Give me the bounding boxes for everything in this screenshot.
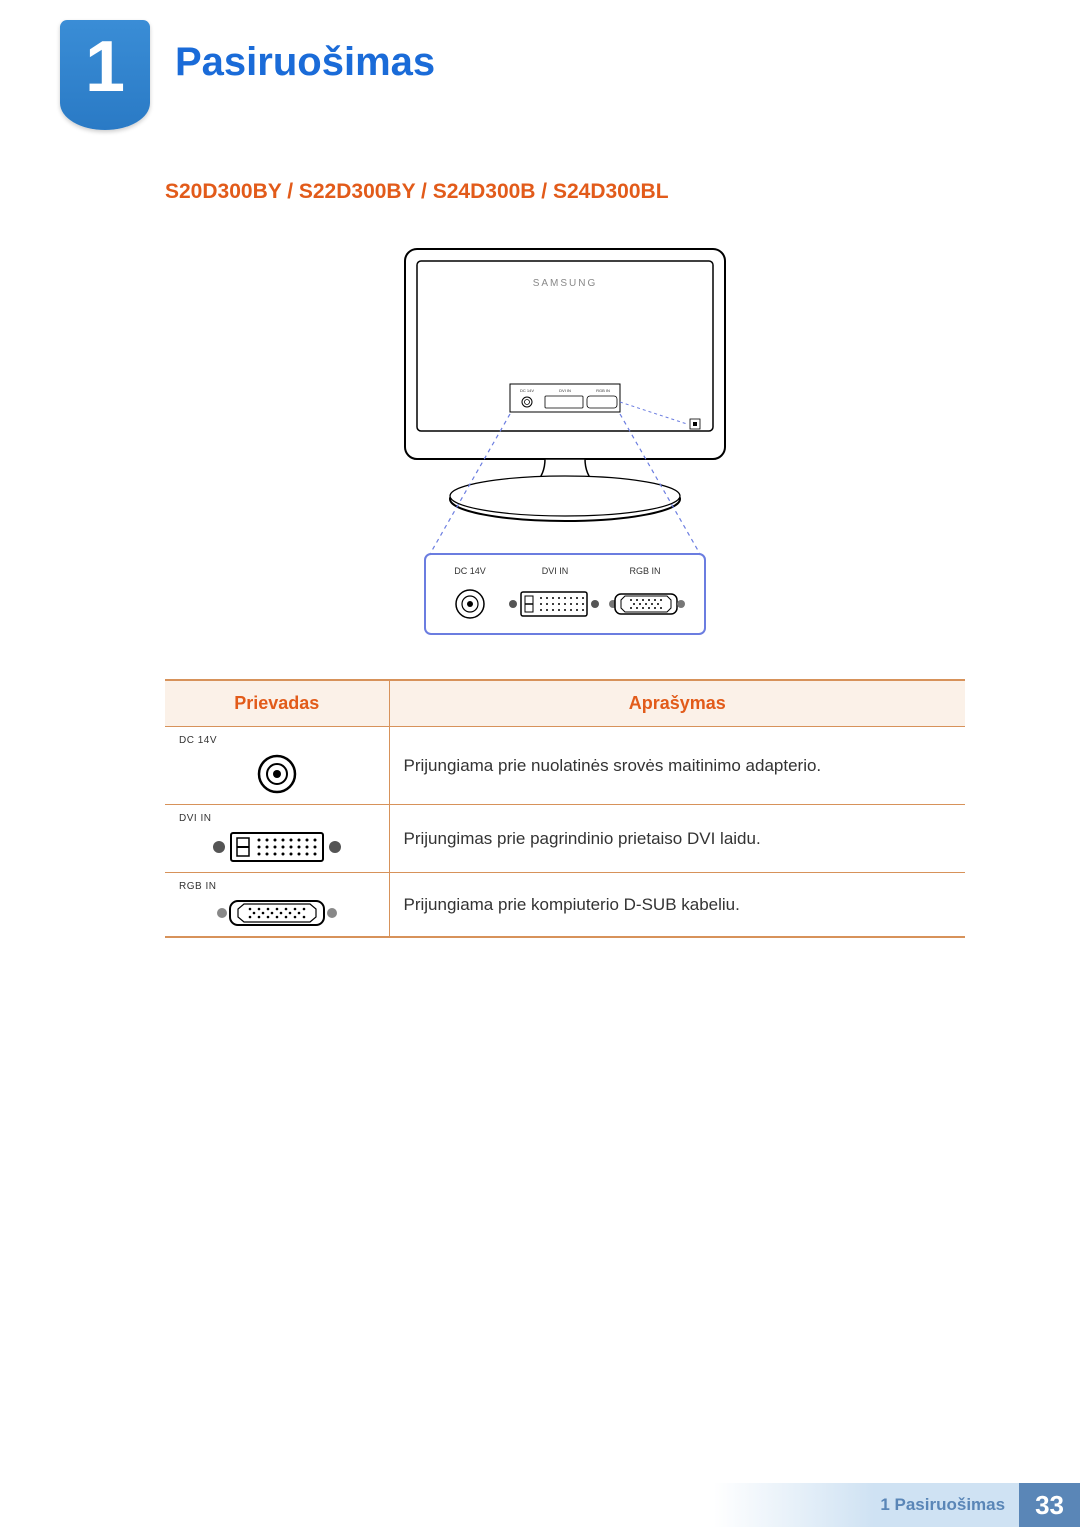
table-row: RGB IN: [165, 873, 965, 938]
zoom-ports-panel: DC 14V DVI IN RGB IN: [425, 554, 705, 634]
table-row: DVI IN: [165, 805, 965, 873]
brand-text: SAMSUNG: [533, 278, 598, 289]
port-label: DVI IN: [179, 813, 375, 824]
chapter-tab: 1: [60, 20, 150, 130]
svg-text:DC 14V: DC 14V: [454, 566, 486, 576]
ports-table: Prievadas Aprašymas DC 14V Prijungiama: [165, 679, 965, 938]
table-row: DC 14V Prijungiama prie nuolatinės srovė…: [165, 727, 965, 805]
page-footer: 1 Pasiruošimas 33: [714, 1483, 1080, 1527]
port-desc: Prijungimas prie pagrindinio prietaiso D…: [389, 805, 965, 873]
table-header-desc: Aprašymas: [389, 680, 965, 727]
port-desc: Prijungiama prie kompiuterio D-SUB kabel…: [389, 873, 965, 938]
vga-port-icon: [179, 898, 375, 928]
section-title: S20D300BY / S22D300BY / S24D300B / S24D3…: [165, 180, 965, 204]
port-label: DC 14V: [179, 735, 375, 746]
svg-text:RGB IN: RGB IN: [629, 566, 660, 576]
svg-text:DVI IN: DVI IN: [542, 566, 569, 576]
page-content: S20D300BY / S22D300BY / S24D300B / S24D3…: [165, 180, 965, 938]
chapter-number: 1: [85, 31, 125, 103]
chapter-title: Pasiruošimas: [175, 40, 435, 85]
svg-text:RGB IN: RGB IN: [596, 388, 610, 393]
table-header-port: Prievadas: [165, 680, 389, 727]
dvi-port-icon: [179, 830, 375, 864]
small-ports-panel: DC 14V DVI IN RGB IN: [510, 384, 620, 412]
monitor-figure: SAMSUNG DC 14V DVI IN RGB IN: [165, 244, 965, 644]
footer-text: 1 Pasiruošimas: [874, 1483, 1019, 1527]
svg-text:DC 14V: DC 14V: [520, 388, 534, 393]
svg-text:DVI IN: DVI IN: [559, 388, 571, 393]
page-number: 33: [1019, 1483, 1080, 1527]
port-label: RGB IN: [179, 881, 375, 892]
dc-jack-icon: [179, 752, 375, 796]
port-desc: Prijungiama prie nuolatinės srovės maiti…: [389, 727, 965, 805]
